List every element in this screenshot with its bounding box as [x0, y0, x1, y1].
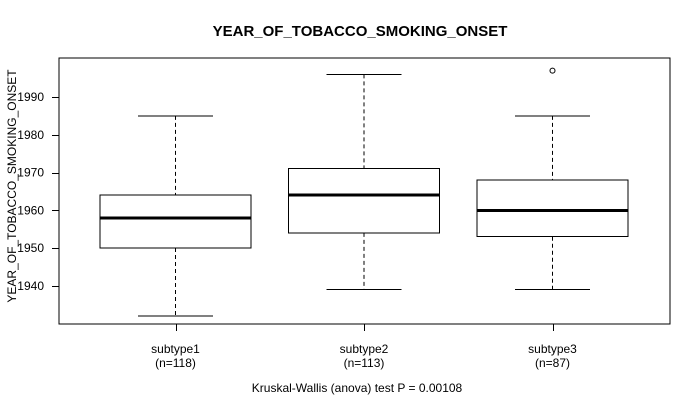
- x-group-count: (n=118): [155, 356, 196, 370]
- iqr-box: [99, 194, 252, 249]
- x-group-count: (n=87): [535, 356, 570, 370]
- y-tick-label: 1950: [17, 241, 44, 255]
- y-tick-label: 1980: [17, 128, 44, 142]
- chart-title: YEAR_OF_TOBACCO_SMOKING_ONSET: [212, 23, 508, 40]
- y-tick-label: 1970: [17, 166, 44, 180]
- x-group-count: (n=113): [344, 356, 385, 370]
- x-group-label: subtype1: [151, 342, 200, 356]
- x-group-label: subtype2: [340, 342, 389, 356]
- stat-test-caption: Kruskal-Wallis (anova) test P = 0.00108: [251, 381, 463, 395]
- x-group-label: subtype3: [528, 342, 577, 356]
- iqr-box: [288, 168, 440, 234]
- y-tick-label: 1940: [17, 279, 44, 293]
- outlier-point: [549, 67, 556, 74]
- y-tick-label: 1960: [17, 203, 44, 217]
- y-tick-label: 1990: [17, 90, 44, 104]
- iqr-box: [476, 179, 629, 238]
